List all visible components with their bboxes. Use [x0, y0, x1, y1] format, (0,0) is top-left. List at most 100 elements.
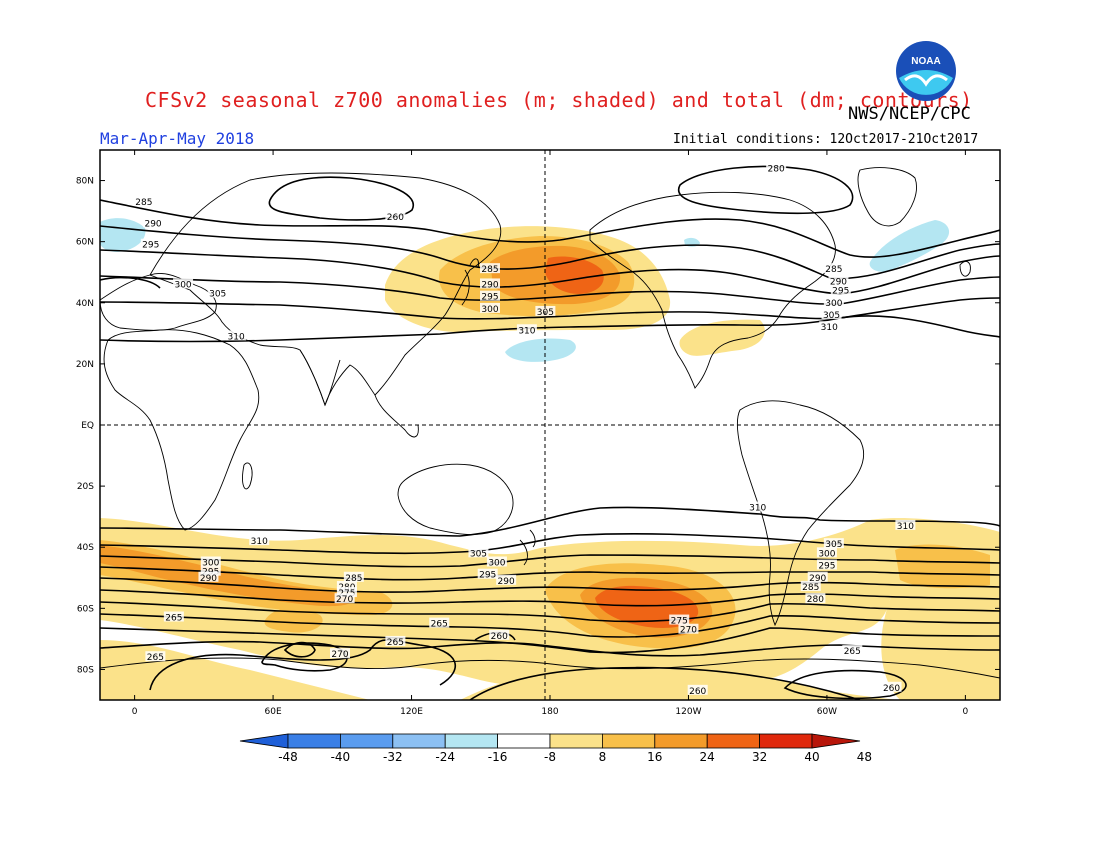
- contour-label-background: [334, 593, 355, 604]
- lat-label: 60N: [76, 238, 94, 248]
- south-america-coastline: [736, 400, 864, 627]
- contour-label-background: [516, 324, 537, 335]
- contour-label: 260: [883, 684, 900, 694]
- contour-label: 260: [387, 213, 404, 223]
- lat-label: 60S: [77, 604, 94, 614]
- contour-label-background: [800, 580, 821, 591]
- contour-label-background: [805, 593, 826, 604]
- contour-label-background: [828, 275, 849, 286]
- colorbar-swatch: [444, 733, 499, 749]
- contour-label: 300: [818, 549, 835, 559]
- contour-label: 290: [809, 574, 826, 584]
- lat-label: 20N: [76, 360, 94, 370]
- contour-label-background: [678, 623, 699, 634]
- contour-label-background: [895, 519, 916, 530]
- anomaly-positive-patch-southwest: [100, 640, 370, 700]
- contour-label-background: [385, 635, 406, 646]
- lat-label: 80S: [77, 665, 94, 675]
- contour-label: 305: [825, 540, 842, 550]
- contour-label: 310: [897, 522, 914, 532]
- contour-label: 310: [821, 323, 838, 333]
- contour-label-background: [669, 614, 690, 625]
- anomaly-blue-subtropical-pacific: [505, 338, 576, 362]
- contour-label: 280: [807, 595, 824, 605]
- contour-sh-270-closed: [261, 642, 348, 672]
- contour-label-background: [226, 330, 247, 341]
- se-asia-coastline: [374, 394, 419, 438]
- colorbar-tick-label: 32: [752, 750, 767, 764]
- contour-label-background: [207, 287, 228, 298]
- contour-label-background: [198, 571, 219, 582]
- lat-label: EQ: [81, 421, 94, 431]
- contour-label-background: [766, 162, 787, 173]
- colorbar-tick-label: -48: [278, 750, 298, 764]
- noaa-logo: NOAA: [896, 41, 956, 101]
- contour-label: 300: [488, 559, 505, 569]
- contour-sh-270: [100, 627, 1000, 654]
- contour-nh-285: [100, 199, 1000, 258]
- contour-label-background: [249, 535, 270, 546]
- contour-label: 265: [844, 647, 861, 657]
- colorbar-tick-label: 16: [647, 750, 662, 764]
- contour-label: 270: [336, 595, 353, 605]
- contour-label: 305: [470, 549, 487, 559]
- colorbar-swatch: [392, 733, 446, 749]
- contour-label-background: [173, 278, 194, 289]
- contour-label-background: [496, 574, 517, 585]
- initial-conditions: Initial conditions: 12Oct2017-21Oct2017: [673, 132, 979, 147]
- contour-label: 295: [818, 562, 835, 572]
- lon-label: 60E: [265, 707, 282, 717]
- colorbar-tick-label: 40: [804, 750, 819, 764]
- contour-nh-295: [100, 249, 1000, 295]
- colorbar-swatch: [287, 733, 341, 749]
- contour-label-background: [821, 309, 842, 319]
- colorbar-arrow-right: [811, 733, 861, 749]
- colorbar-swatch: [706, 733, 761, 749]
- contour-label: 285: [481, 265, 498, 275]
- contour-label-background: [489, 629, 510, 640]
- colorbar-swatch: [549, 733, 603, 749]
- lon-label: 120W: [675, 707, 701, 717]
- contour-nh-280-polar: [268, 176, 415, 221]
- contour-label-background: [336, 587, 357, 598]
- colorbar-swatch: [654, 733, 708, 749]
- colorbar-swatch: [497, 733, 551, 749]
- colorbar-tick-label: -16: [488, 750, 508, 764]
- anomaly-orange-southindian: [264, 608, 323, 633]
- contour-label-background: [816, 547, 837, 558]
- agency-label: NWS/NCEP/CPC: [848, 104, 971, 124]
- anomaly-orange-southeast: [895, 544, 990, 589]
- contour-label-background: [145, 651, 166, 662]
- contour-label-background: [823, 296, 844, 307]
- contour-label: 295: [142, 241, 159, 251]
- contour-label-background: [807, 571, 828, 582]
- japan-coastline: [461, 258, 479, 306]
- contour-label: 310: [749, 504, 766, 514]
- lon-label: 0: [132, 707, 138, 717]
- lon-label: 120E: [400, 707, 423, 717]
- contour-labels: 2802602852902953003053102852902953003103…: [133, 162, 916, 697]
- lon-label: 0: [963, 707, 969, 717]
- contour-sh-265-low-west: [149, 639, 457, 691]
- colorbar-swatch: [339, 733, 394, 749]
- contour-label-background: [330, 648, 350, 659]
- contour-label: 300: [202, 559, 219, 569]
- colorbar: -48 -40 -32 -24 -16 -8 8 16 24 32 40 48: [239, 733, 872, 764]
- colorbar-swatch: [602, 733, 656, 749]
- contour-label-background: [830, 284, 851, 295]
- contour-label: 305: [209, 290, 226, 300]
- contour-nh-300-closed: [100, 276, 161, 289]
- contour-label-background: [480, 263, 500, 274]
- contour-label-background: [823, 263, 844, 274]
- contour-nh-310: [100, 315, 1000, 343]
- contour-label: 310: [518, 326, 535, 336]
- contour-label-background: [468, 547, 489, 558]
- contour-label-background: [881, 681, 902, 692]
- contour-label: 310: [251, 537, 268, 547]
- latitude-labels: 80N 60N 40N 20N EQ 20S 40S 60S 80S: [76, 177, 94, 676]
- contour-sh-285: [100, 589, 1000, 607]
- contour-sh-295: [100, 566, 1000, 581]
- contour-label: 285: [135, 198, 152, 208]
- contour-label-background: [486, 556, 507, 567]
- contour-sh-280: [100, 601, 1000, 623]
